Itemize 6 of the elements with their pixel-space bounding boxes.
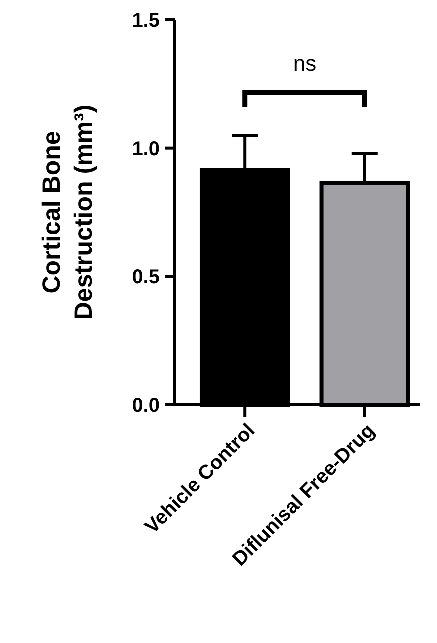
y-axis-title: Cortical Bone Destruction (mm³) <box>38 104 98 320</box>
y-tick-label: 1.5 <box>132 10 160 32</box>
annotation: ns <box>293 51 317 76</box>
y-tick-label: 0.0 <box>132 395 160 417</box>
y-tick-label: 0.5 <box>132 266 160 289</box>
y-tick-label: 1.0 <box>132 138 160 160</box>
